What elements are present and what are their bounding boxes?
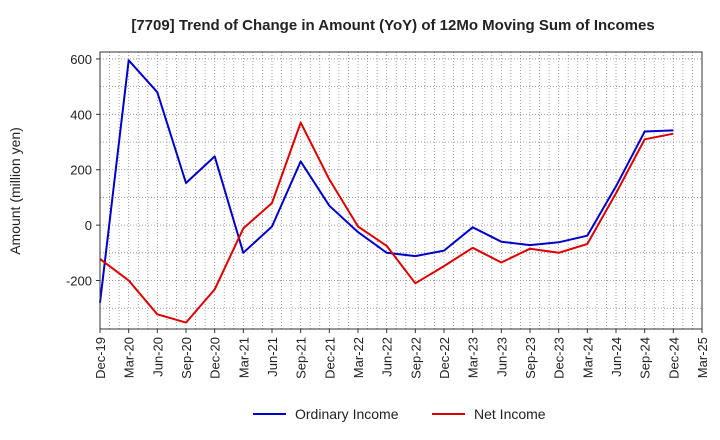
x-tick-label: Jun-23	[494, 337, 509, 377]
x-tick-label: Mar-22	[351, 337, 366, 378]
x-tick-label: Dec-21	[322, 337, 337, 379]
x-tick-label: Sep-22	[408, 337, 423, 379]
x-tick-label: Dec-24	[666, 337, 681, 379]
x-tick-label: Sep-23	[523, 337, 538, 379]
x-tick-label: Mar-25	[695, 337, 710, 378]
y-tick-label: 0	[85, 218, 92, 233]
x-tick-label: Mar-20	[122, 337, 137, 378]
x-tick-label: Sep-24	[638, 337, 653, 379]
x-tick-label: Sep-20	[179, 337, 194, 379]
y-tick-label: 400	[70, 107, 92, 122]
y-axis-label: Amount (million yen)	[7, 127, 23, 255]
legend: Ordinary Income Net Income	[253, 406, 546, 422]
x-tick-label: Jun-20	[150, 337, 165, 377]
y-tick-label: -200	[66, 274, 92, 289]
plot-frame	[99, 51, 703, 330]
y-tick-label: 600	[70, 52, 92, 67]
y-axis: -200 0 200 400 600	[66, 52, 100, 289]
x-tick-label: Dec-23	[552, 337, 567, 379]
legend-label-net-income: Net Income	[474, 406, 546, 422]
x-tick-label: Dec-20	[208, 337, 223, 379]
x-tick-label: Jun-24	[609, 337, 624, 377]
series-line-net-income	[99, 121, 674, 324]
series-line-ordinary-income	[99, 59, 674, 303]
grid	[100, 52, 702, 329]
x-tick-label: Sep-21	[294, 337, 309, 379]
chart-title: [7709] Trend of Change in Amount (YoY) o…	[131, 17, 654, 34]
series-layer	[99, 59, 674, 324]
legend-label-ordinary-income: Ordinary Income	[295, 406, 399, 422]
x-tick-label: Dec-19	[93, 337, 108, 379]
x-tick-label: Jun-22	[380, 337, 395, 377]
y-tick-label: 200	[70, 163, 92, 178]
x-tick-label: Mar-21	[236, 337, 251, 378]
x-tick-label: Dec-22	[437, 337, 452, 379]
x-axis: Dec-19 Mar-20 Jun-20 Sep-20 Dec-20 Mar-21 Jun-…	[93, 329, 710, 379]
x-tick-label: Jun-21	[265, 337, 280, 377]
x-tick-label: Mar-24	[580, 337, 595, 378]
x-tick-label: Mar-23	[466, 337, 481, 378]
